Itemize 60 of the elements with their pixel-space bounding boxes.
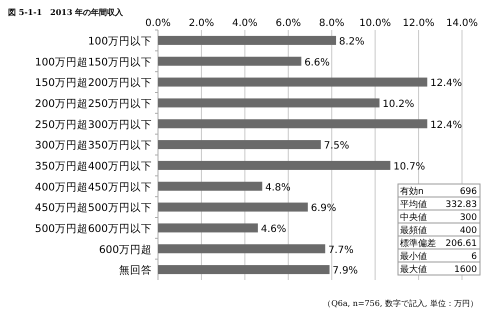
annotation: 696 bbox=[460, 187, 478, 197]
annotation: 332.83 bbox=[446, 200, 477, 210]
bar bbox=[158, 244, 326, 254]
bar bbox=[158, 98, 380, 108]
y-tick-label: 500万円超600万円以下 bbox=[34, 222, 152, 235]
text: 図 5-1-1 2013 年の年間収入 bbox=[8, 7, 124, 17]
data-label: 6.9% bbox=[310, 203, 336, 214]
y-tick-label: 無回答 bbox=[119, 264, 152, 277]
data-label: 10.2% bbox=[382, 98, 414, 110]
bar bbox=[158, 78, 428, 87]
y-tick-label: 350万円超400万円以下 bbox=[34, 159, 152, 172]
y-tick-label: 200万円超250万円以下 bbox=[34, 96, 152, 110]
bar bbox=[158, 182, 262, 191]
data-label: 7.7% bbox=[328, 244, 354, 256]
y-tick-label: 100万円超150万円以下 bbox=[34, 55, 152, 68]
y-tick-label: 450万円超500万円以下 bbox=[34, 201, 152, 214]
data-label: 7.5% bbox=[324, 140, 350, 152]
annotation: 1600 bbox=[454, 265, 478, 275]
annotation: 平均値 bbox=[400, 199, 427, 210]
annotation: 206.61 bbox=[446, 239, 477, 249]
bar bbox=[158, 119, 428, 128]
annotation: 有効n bbox=[400, 186, 424, 197]
data-label: 12.4% bbox=[430, 78, 462, 90]
bar bbox=[158, 223, 258, 232]
x-tick-label: 4.0% bbox=[232, 18, 258, 29]
x-tick-label: 12.0% bbox=[402, 18, 434, 29]
annotation: 400 bbox=[460, 226, 478, 236]
text: （Q6a, n=756, 数字で記入, 単位：万円） bbox=[323, 299, 478, 308]
x-tick-label: 8.0% bbox=[319, 18, 344, 29]
data-label: 10.7% bbox=[393, 161, 426, 172]
data-label: 4.8% bbox=[265, 182, 291, 194]
data-label: 12.4% bbox=[430, 120, 462, 131]
annotation: 最頻値 bbox=[400, 225, 427, 236]
annotation: 最大値 bbox=[400, 264, 427, 275]
y-tick-label: 400万円超450万円以下 bbox=[34, 180, 152, 194]
y-tick-label: 100万円以下 bbox=[88, 34, 152, 48]
bar bbox=[158, 160, 390, 170]
bar bbox=[158, 265, 330, 274]
text: 6 bbox=[471, 252, 478, 262]
x-tick-label: 14.0% bbox=[446, 18, 478, 29]
data-label: 4.6% bbox=[260, 224, 286, 235]
bar bbox=[158, 202, 308, 212]
bar bbox=[158, 140, 321, 150]
data-label: 7.9% bbox=[332, 266, 358, 277]
y-tick-label: 600万円超 bbox=[98, 244, 152, 256]
bar bbox=[158, 56, 302, 66]
x-tick-label: 6.0% bbox=[276, 18, 301, 29]
x-tick-label: 0.0% bbox=[145, 18, 171, 29]
annotation: 標準偏差 bbox=[400, 238, 436, 249]
annotation: 中央値 bbox=[400, 212, 427, 223]
x-tick-label: 10.0% bbox=[359, 18, 392, 29]
data-label: 8.2% bbox=[339, 36, 364, 48]
annotation: 300 bbox=[460, 213, 478, 223]
annotation: 最小値 bbox=[400, 251, 427, 262]
y-tick-label: 300万円超350万円以下 bbox=[34, 138, 152, 152]
x-tick-label: 2.0% bbox=[188, 18, 214, 29]
data-label: 6.6% bbox=[304, 57, 330, 68]
y-tick-label: 250万円超300万円以下 bbox=[34, 118, 152, 131]
bar bbox=[158, 36, 336, 45]
y-tick-label: 150万円超200万円以下 bbox=[34, 76, 152, 90]
